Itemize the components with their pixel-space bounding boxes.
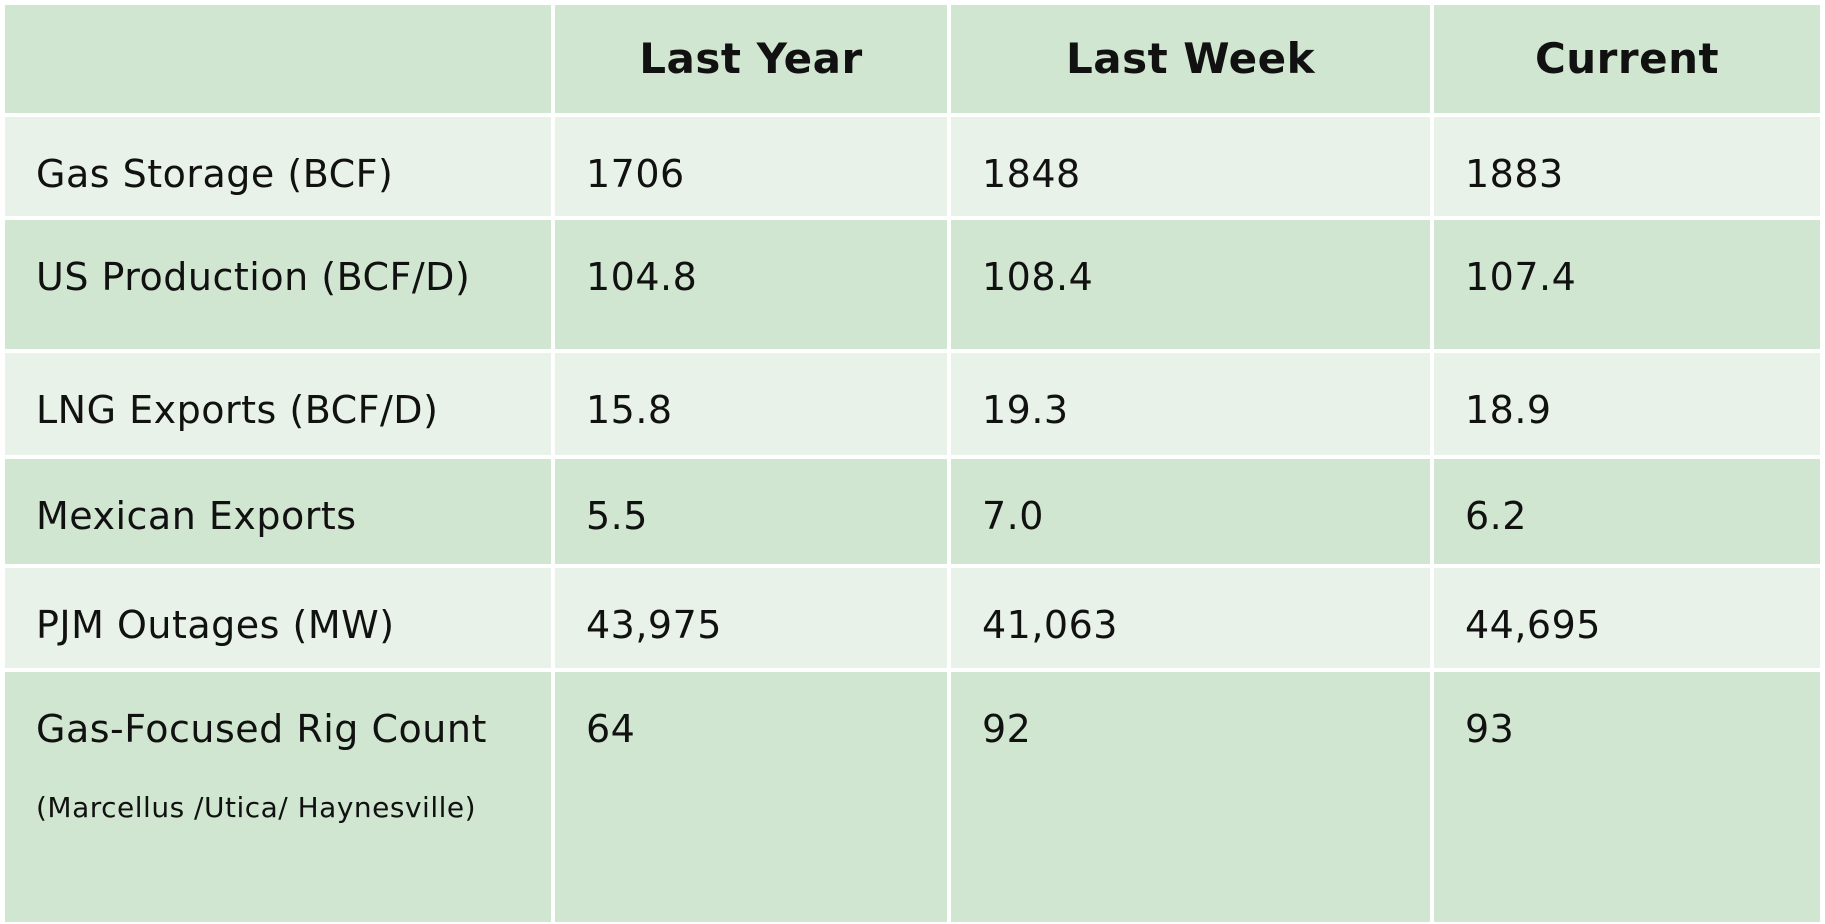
value-cell: 15.8 bbox=[555, 353, 947, 455]
value-cell: 7.0 bbox=[951, 459, 1430, 564]
row-label: Gas-Focused Rig Count (Marcellus /Utica/ … bbox=[5, 672, 551, 922]
value-cell: 18.9 bbox=[1434, 353, 1820, 455]
row-label-text: Mexican Exports bbox=[36, 494, 357, 538]
row-label-text: Gas Storage (BCF) bbox=[36, 152, 394, 196]
value-cell: 6.2 bbox=[1434, 459, 1820, 564]
value-cell: 108.4 bbox=[951, 220, 1430, 349]
value-cell: 19.3 bbox=[951, 353, 1430, 455]
row-label-text: LNG Exports (BCF/D) bbox=[36, 388, 439, 432]
row-label: Gas Storage (BCF) bbox=[5, 117, 551, 216]
value-cell: 107.4 bbox=[1434, 220, 1820, 349]
row-label-text: US Production (BCF/D) bbox=[36, 255, 471, 299]
row-note: (Marcellus /Utica/ Haynesville) bbox=[36, 791, 477, 824]
value-cell: 92 bbox=[951, 672, 1430, 922]
value-cell: 41,063 bbox=[951, 568, 1430, 668]
row-label: Mexican Exports bbox=[5, 459, 551, 564]
row-label-text: PJM Outages (MW) bbox=[36, 603, 395, 647]
column-header: Last Week bbox=[951, 5, 1430, 113]
value-cell: 5.5 bbox=[555, 459, 947, 564]
value-cell: 93 bbox=[1434, 672, 1820, 922]
row-label-text: Gas-Focused Rig Count bbox=[36, 707, 487, 751]
data-table: Last Year Last Week Current Gas Storage (BC… bbox=[5, 5, 1820, 922]
value-cell: 64 bbox=[555, 672, 947, 922]
column-header: Last Year bbox=[555, 5, 947, 113]
value-cell: 43,975 bbox=[555, 568, 947, 668]
header-corner bbox=[5, 5, 551, 113]
value-cell: 104.8 bbox=[555, 220, 947, 349]
row-label: US Production (BCF/D) bbox=[5, 220, 551, 349]
value-cell: 44,695 bbox=[1434, 568, 1820, 668]
value-cell: 1706 bbox=[555, 117, 947, 216]
value-cell: 1848 bbox=[951, 117, 1430, 216]
value-cell: 1883 bbox=[1434, 117, 1820, 216]
column-header: Current bbox=[1434, 5, 1820, 113]
row-label: PJM Outages (MW) bbox=[5, 568, 551, 668]
row-label: LNG Exports (BCF/D) bbox=[5, 353, 551, 455]
